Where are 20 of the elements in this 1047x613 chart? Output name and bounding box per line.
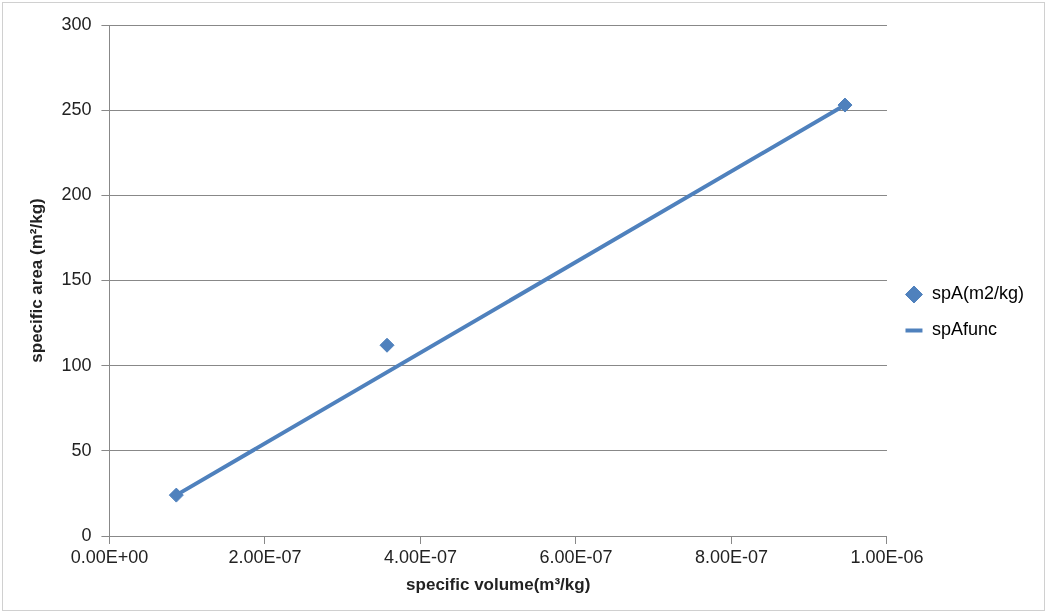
point <box>837 97 853 113</box>
x-axis-title: specific volume(m³/kg) <box>406 575 591 595</box>
y-tick-label: 200 <box>61 184 92 205</box>
y-tick-label: 300 <box>61 13 92 34</box>
x-tick-label: 0.00E+00 <box>70 546 149 567</box>
y-tick-label: 250 <box>61 99 92 120</box>
y-tick-label: 150 <box>61 269 92 290</box>
legend-label: spAfunc <box>931 319 998 340</box>
x-tick-label: 4.00E-07 <box>383 546 457 567</box>
x-tick-label: 8.00E-07 <box>694 546 768 567</box>
y-tick-label: 0 <box>81 524 92 545</box>
point <box>168 487 184 503</box>
legend-label: spA(m2/kg) <box>931 283 1025 304</box>
x-tick-label: 2.00E-07 <box>228 546 302 567</box>
x-tick-label: 1.00E-06 <box>850 546 924 567</box>
y-tick-label: 50 <box>71 439 92 460</box>
x-tick-label: 6.00E-07 <box>539 546 613 567</box>
point <box>379 337 395 353</box>
y-tick-label: 100 <box>61 354 92 375</box>
y-axis-title: specific area (m²/kg) <box>26 198 46 363</box>
